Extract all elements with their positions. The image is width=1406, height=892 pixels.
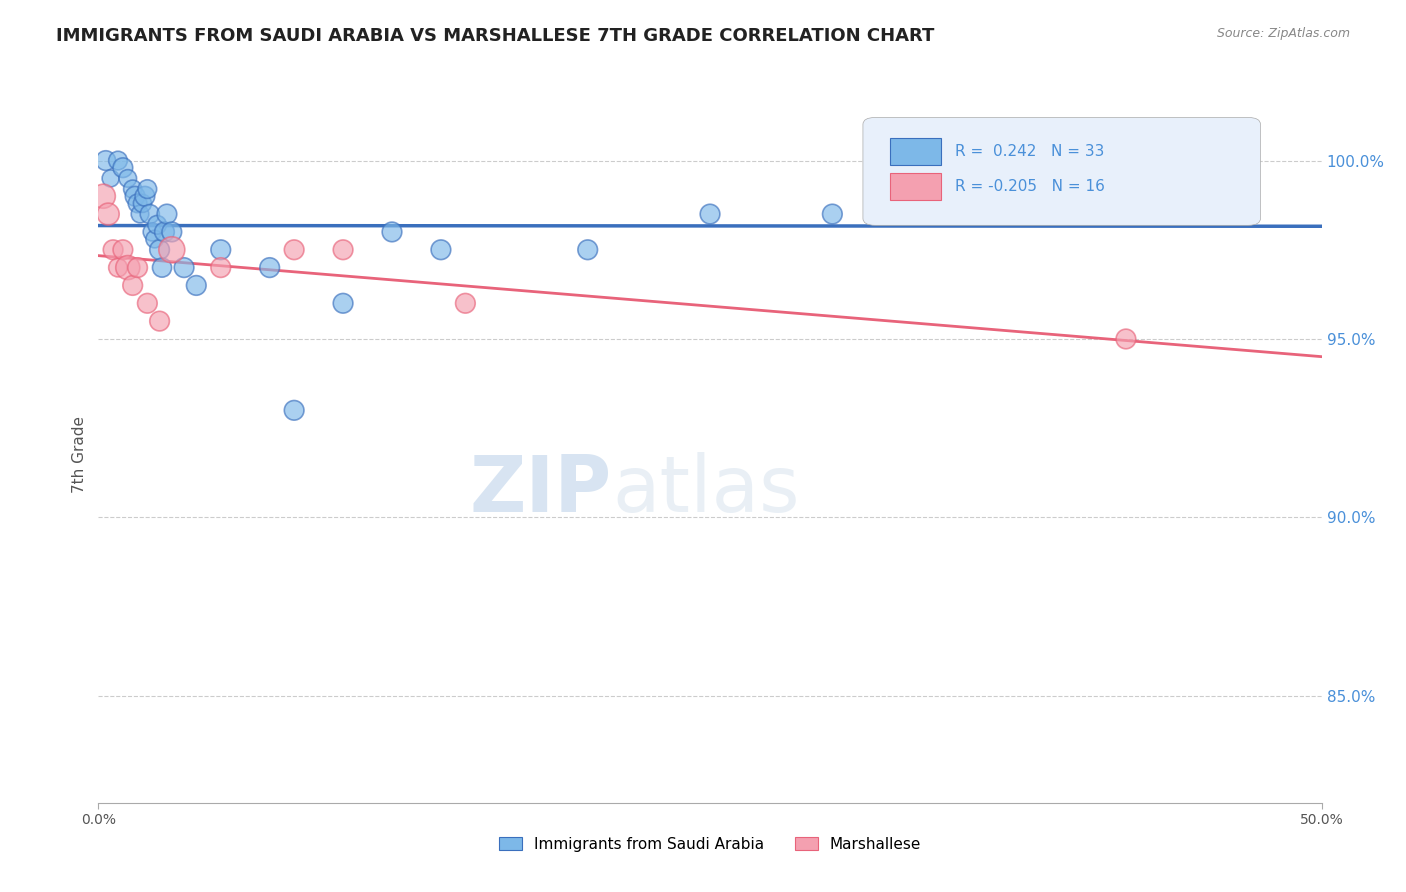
- Point: [141, 225, 163, 239]
- FancyBboxPatch shape: [863, 118, 1260, 226]
- Point: [160, 225, 183, 239]
- Point: [153, 225, 176, 239]
- Legend: Immigrants from Saudi Arabia, Marshallese: Immigrants from Saudi Arabia, Marshalles…: [492, 830, 928, 858]
- Text: R =  0.242   N = 33: R = 0.242 N = 33: [955, 145, 1104, 159]
- Point: [117, 260, 139, 275]
- Point: [136, 296, 159, 310]
- Point: [111, 161, 134, 175]
- Point: [454, 296, 477, 310]
- Point: [821, 207, 844, 221]
- Point: [111, 243, 134, 257]
- Point: [94, 153, 117, 168]
- Text: IMMIGRANTS FROM SAUDI ARABIA VS MARSHALLESE 7TH GRADE CORRELATION CHART: IMMIGRANTS FROM SAUDI ARABIA VS MARSHALL…: [56, 27, 935, 45]
- Point: [186, 278, 208, 293]
- Text: ZIP: ZIP: [470, 451, 612, 528]
- FancyBboxPatch shape: [890, 173, 941, 200]
- Point: [139, 207, 162, 221]
- Point: [121, 278, 143, 293]
- Point: [101, 243, 124, 257]
- Point: [127, 196, 149, 211]
- Point: [107, 260, 129, 275]
- Point: [134, 189, 156, 203]
- Point: [149, 314, 172, 328]
- Point: [124, 189, 146, 203]
- Text: atlas: atlas: [612, 451, 800, 528]
- Point: [283, 403, 305, 417]
- Point: [576, 243, 599, 257]
- Point: [149, 243, 172, 257]
- Point: [381, 225, 404, 239]
- Point: [91, 189, 114, 203]
- Point: [283, 243, 305, 257]
- Point: [259, 260, 281, 275]
- Point: [156, 207, 179, 221]
- Text: R = -0.205   N = 16: R = -0.205 N = 16: [955, 179, 1105, 194]
- Point: [1115, 332, 1137, 346]
- Point: [100, 171, 122, 186]
- Point: [127, 260, 149, 275]
- Point: [107, 153, 129, 168]
- Point: [97, 207, 120, 221]
- Point: [160, 243, 183, 257]
- Text: Source: ZipAtlas.com: Source: ZipAtlas.com: [1216, 27, 1350, 40]
- Point: [699, 207, 721, 221]
- Point: [173, 260, 195, 275]
- Point: [136, 182, 159, 196]
- Point: [129, 207, 152, 221]
- Point: [209, 243, 232, 257]
- Point: [332, 296, 354, 310]
- FancyBboxPatch shape: [890, 138, 941, 165]
- Point: [121, 182, 143, 196]
- Point: [332, 243, 354, 257]
- Point: [430, 243, 453, 257]
- Point: [143, 232, 166, 246]
- Point: [209, 260, 232, 275]
- Y-axis label: 7th Grade: 7th Grade: [72, 417, 87, 493]
- Point: [131, 196, 153, 211]
- Point: [150, 260, 173, 275]
- Point: [146, 218, 169, 232]
- Point: [1188, 153, 1211, 168]
- Point: [117, 171, 139, 186]
